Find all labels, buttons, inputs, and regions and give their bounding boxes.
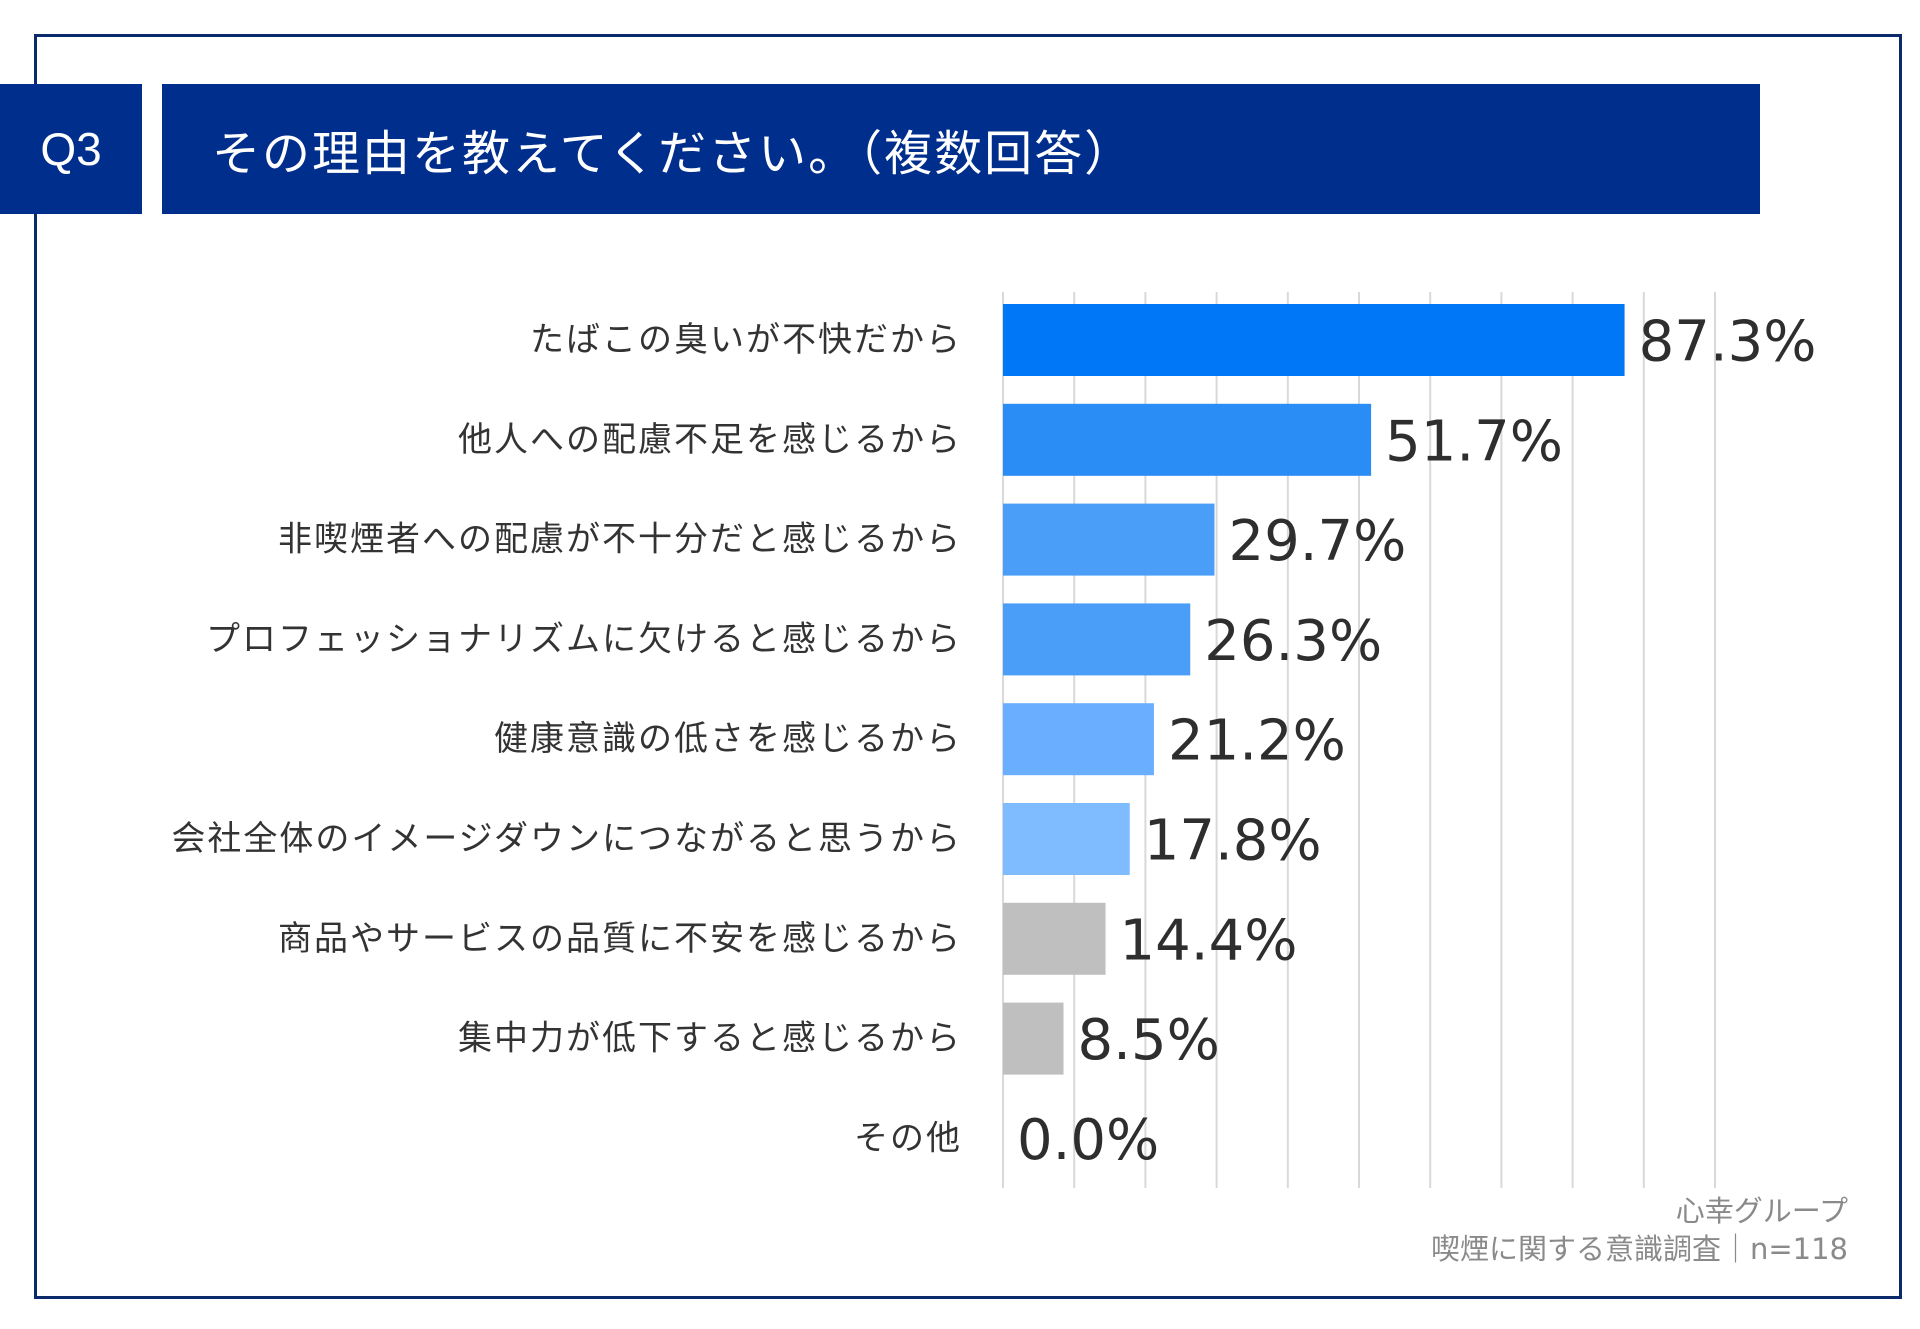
chart-frame [34,34,1902,1299]
category-label: 会社全体のイメージダウンにつながると思うから [171,819,962,859]
question-title: その理由を教えてください。（複数回答） [162,84,1760,214]
category-label: たばこの臭いが不快だから [530,320,962,360]
value-label: 29.7% [1228,509,1406,574]
value-label: 17.8% [1144,809,1322,874]
question-number-badge: Q3 [0,84,142,214]
source-note: 心幸グループ 喫煙に関する意識調査｜n=118 [1431,1192,1848,1268]
value-label: 87.3% [1639,310,1817,375]
value-label: 0.0% [1017,1108,1159,1173]
bar [1003,803,1130,875]
value-label: 51.7% [1385,409,1563,474]
value-label: 21.2% [1168,709,1346,774]
category-label: 健康意識の低さを感じるから [494,719,962,759]
category-label: プロフェッショナリズムに欠けると感じるから [206,619,962,659]
source-org: 心幸グループ [1675,1194,1848,1228]
bar [1003,503,1215,576]
bar [1003,703,1154,776]
bar [1003,304,1625,376]
category-labels: たばこの臭いが不快だから他人への配慮不足を感じるから非喫煙者への配慮が不十分だと… [171,320,962,1158]
value-label: 14.4% [1120,908,1298,973]
bar [1003,1002,1064,1075]
value-label: 8.5% [1078,1008,1220,1073]
category-label: その他 [854,1118,962,1158]
category-label: 商品やサービスの品質に不安を感じるから [278,919,962,959]
value-labels: 87.3% 51.7% 29.7% 26.3% 21.2% 17.8% 14.4% 8.5% 0… [1017,310,1816,1173]
category-label: 他人への配慮不足を感じるから [458,420,962,460]
category-label: 非喫煙者への配慮が不十分だと感じるから [278,520,962,560]
value-label: 26.3% [1204,609,1382,674]
source-survey: 喫煙に関する意識調査｜n=118 [1430,1232,1848,1266]
bars [1003,304,1625,1075]
category-label: 集中力が低下すると感じるから [458,1019,962,1059]
bar [1003,403,1372,476]
bar [1003,902,1106,975]
bar [1003,603,1191,676]
